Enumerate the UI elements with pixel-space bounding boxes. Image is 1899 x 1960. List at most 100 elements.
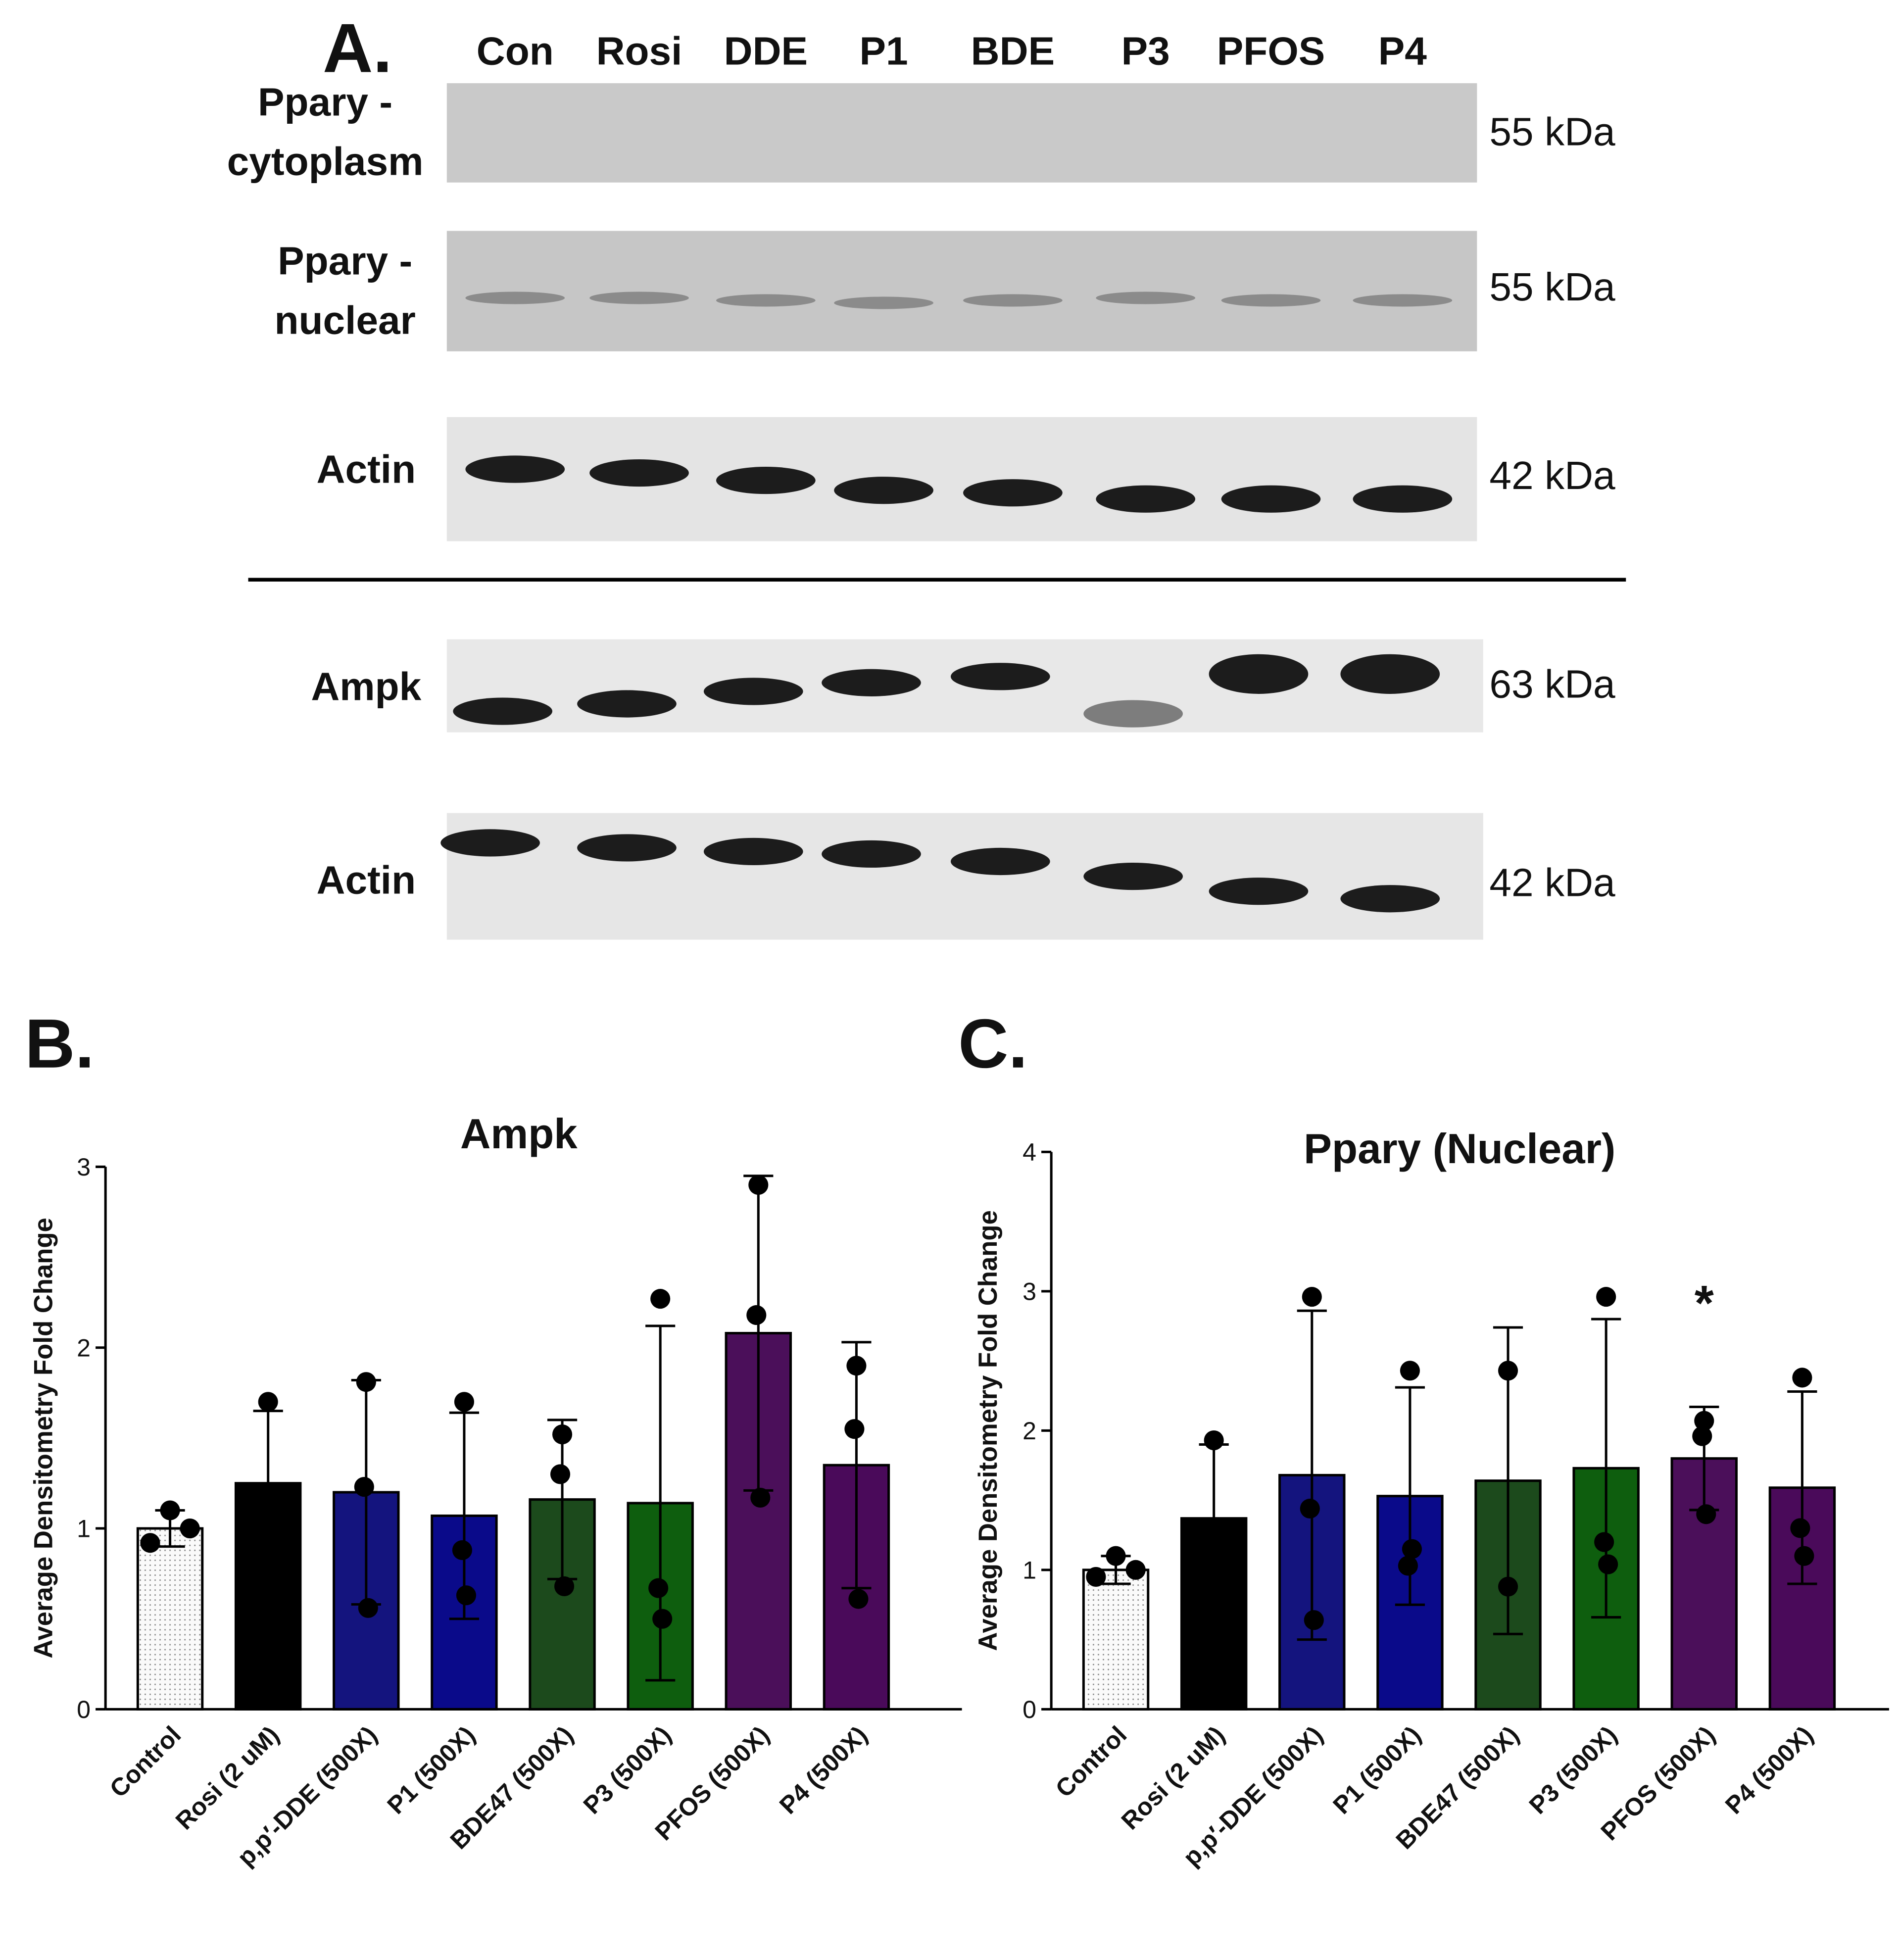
bar xyxy=(1082,1568,1150,1711)
blot-band xyxy=(703,678,803,705)
blot-band xyxy=(1096,292,1196,304)
lane-label: BDE xyxy=(971,29,1055,73)
lane-label: Rosi xyxy=(596,29,682,73)
blot-band xyxy=(465,292,565,304)
data-point xyxy=(746,1305,767,1325)
y-axis-label: Average Densitometry Fold Change xyxy=(974,1210,1003,1651)
blot-band xyxy=(1221,485,1321,513)
y-tick-label: 1 xyxy=(77,1515,91,1543)
blot-band xyxy=(1083,700,1183,728)
data-point xyxy=(652,1609,673,1629)
chart-title: Ppary (Nuclear) xyxy=(1304,1126,1615,1173)
data-point xyxy=(354,1476,374,1497)
row-label: nuclear xyxy=(274,298,415,343)
data-point xyxy=(1402,1539,1422,1559)
blot-band xyxy=(1340,654,1440,694)
data-point xyxy=(550,1464,571,1484)
blot-strip xyxy=(446,231,1477,351)
lane-label: DDE xyxy=(724,29,808,73)
size-label: 55 kDa xyxy=(1489,109,1615,154)
x-tick-label: Control xyxy=(1050,1721,1132,1803)
blot-band xyxy=(716,467,816,494)
panel-label: B. xyxy=(25,1005,94,1082)
lane-label: P1 xyxy=(859,29,908,73)
blot-strip xyxy=(446,83,1477,183)
x-tick-label: P1 (500X) xyxy=(1328,1721,1426,1819)
data-point xyxy=(1596,1287,1616,1307)
blot-band xyxy=(440,829,540,857)
data-point xyxy=(1086,1567,1106,1587)
data-point xyxy=(1792,1368,1812,1388)
data-point xyxy=(648,1578,669,1598)
data-point xyxy=(1204,1430,1224,1451)
data-point xyxy=(750,1487,771,1508)
blot-band xyxy=(1353,485,1453,513)
y-tick-label: 3 xyxy=(1023,1277,1036,1305)
blot-band xyxy=(589,292,689,304)
blot-band xyxy=(834,477,933,504)
data-point xyxy=(258,1392,278,1412)
error-bar xyxy=(1297,1309,1327,1641)
blot-band xyxy=(951,847,1050,876)
blot-band xyxy=(1353,294,1453,307)
data-point xyxy=(1790,1518,1810,1538)
data-point xyxy=(1304,1610,1324,1630)
x-tick-label: P3 (500X) xyxy=(1524,1721,1622,1819)
row-label: Ampk xyxy=(311,664,421,709)
bar xyxy=(136,1527,204,1711)
y-tick-label: 0 xyxy=(1023,1696,1036,1723)
data-point xyxy=(1125,1560,1146,1580)
x-tick-label: P4 (500X) xyxy=(1720,1721,1818,1819)
panel-label: A. xyxy=(323,9,392,87)
lane-label: P4 xyxy=(1378,29,1427,73)
size-label: 42 kDa xyxy=(1489,453,1615,498)
y-tick-label: 3 xyxy=(77,1153,91,1181)
data-point xyxy=(1594,1532,1614,1552)
x-tick-label: P1 (500X) xyxy=(382,1721,481,1819)
lane-label: PFOS xyxy=(1217,29,1325,73)
data-point xyxy=(1696,1504,1716,1524)
blot-band xyxy=(453,697,552,725)
y-tick-label: 1 xyxy=(1023,1556,1036,1584)
y-tick-label: 2 xyxy=(77,1334,91,1362)
data-point xyxy=(1498,1576,1518,1597)
size-label: 63 kDa xyxy=(1489,662,1615,706)
y-axis-label: Average Densitometry Fold Change xyxy=(29,1218,58,1658)
data-point xyxy=(1794,1546,1814,1566)
blot-band xyxy=(1209,654,1309,694)
data-point xyxy=(1498,1361,1518,1381)
data-point xyxy=(140,1533,160,1553)
blot-band xyxy=(822,840,921,868)
data-point xyxy=(1302,1287,1322,1307)
error-bar xyxy=(449,1411,480,1620)
data-point xyxy=(1398,1556,1418,1576)
data-point xyxy=(452,1540,472,1560)
blot-band xyxy=(963,294,1063,307)
size-label: 55 kDa xyxy=(1489,265,1615,309)
blot-band xyxy=(1340,885,1440,913)
y-tick-label: 0 xyxy=(77,1696,91,1723)
row-label: Ppary - xyxy=(258,80,392,124)
bar xyxy=(234,1482,302,1711)
blot-band xyxy=(465,455,565,483)
blot-band xyxy=(1083,863,1183,890)
error-bar xyxy=(841,1341,872,1590)
blot-band xyxy=(951,663,1050,690)
blot-band xyxy=(589,459,689,487)
blot-band xyxy=(577,834,677,862)
y-tick-label: 2 xyxy=(1023,1417,1036,1445)
data-point xyxy=(1694,1411,1714,1431)
data-point xyxy=(1300,1498,1320,1519)
blot-band xyxy=(822,669,921,696)
blot-band xyxy=(963,479,1063,507)
data-point xyxy=(650,1289,671,1309)
data-point xyxy=(358,1598,378,1618)
data-point xyxy=(848,1589,869,1609)
x-tick-label: P4 (500X) xyxy=(774,1721,873,1819)
blot-band xyxy=(1209,878,1309,905)
row-label: Actin xyxy=(317,447,416,492)
y-tick-label: 4 xyxy=(1023,1138,1036,1166)
data-point xyxy=(356,1372,376,1392)
